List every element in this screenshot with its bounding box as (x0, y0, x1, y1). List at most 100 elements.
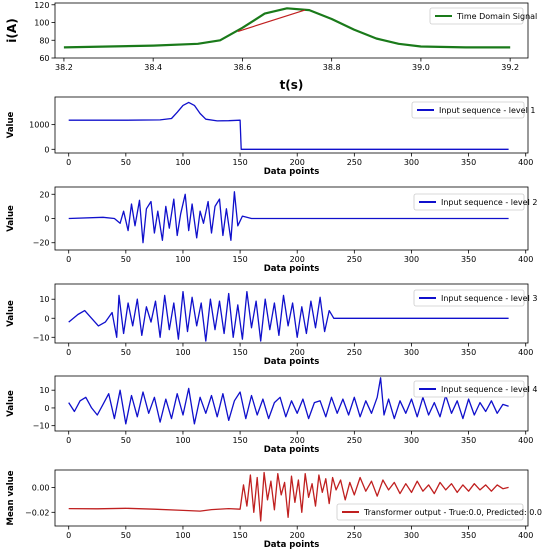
legend-box (413, 289, 525, 307)
x-tick-label: 200 (290, 255, 305, 264)
x-tick-label: 250 (347, 531, 362, 540)
x-tick-label: 300 (404, 531, 419, 540)
x-tick-label: 250 (347, 255, 362, 264)
y-axis-label: Value (6, 205, 16, 232)
y-tick-label: −0.02 (25, 508, 50, 517)
x-tick-label: 200 (290, 531, 305, 540)
chart-panel-1: 38.2 38.4 38.6 38.8 39.0 39.2 60 80 100 120 t(s) i(… (5, 1, 537, 92)
x-tick-label: 38.2 (55, 63, 73, 72)
x-tick-label: 100 (175, 158, 190, 167)
y-tick-label: 80 (39, 36, 49, 45)
x-axis-label: Data points (264, 540, 320, 550)
series-line-1 (68, 101, 509, 150)
x-axis-label: Data points (264, 167, 320, 177)
x-tick-label: 250 (347, 158, 362, 167)
x-tick-label: 100 (175, 348, 190, 357)
x-tick-label: 100 (175, 255, 190, 264)
y-tick-label: −10 (33, 333, 50, 342)
x-tick-label: 150 (232, 348, 247, 357)
series-line-1 (68, 191, 509, 244)
chart-panel-5: 0 50 100 150 200 250 300 350 400 −10 0 10 Data point… (6, 375, 537, 455)
chart-panel-3: 0 50 100 150 200 250 300 350 400 −20 0 20 Data point… (6, 186, 537, 274)
chart-panel-2: 0 50 100 150 200 250 300 350 400 0 1000 Data points… (6, 96, 535, 177)
x-tick-label: 150 (232, 158, 247, 167)
chart-panel-6: 0 50 100 150 200 250 300 350 400 −0.02 0.00 Data po… (6, 469, 542, 550)
chart-panel-4: 0 50 100 150 200 250 300 350 400 −10 0 10 Data point… (6, 283, 537, 367)
x-tick-label: 50 (121, 255, 131, 264)
x-tick-label: 350 (461, 348, 476, 357)
x-tick-label: 150 (232, 531, 247, 540)
legend: Time Domain Signal (429, 7, 537, 25)
x-axis-label: Data points (264, 264, 320, 274)
plot-frame (54, 2, 529, 59)
x-axis-label: t(s) (280, 78, 304, 92)
legend-label: Input sequence - level 2 (441, 198, 537, 207)
y-tick-label: 100 (34, 19, 49, 28)
series-line-1 (63, 7, 511, 49)
legend-label: Input sequence - level 4 (441, 385, 537, 394)
x-tick-label: 200 (290, 348, 305, 357)
legend-label: Transformer output - True:0.0, Predicted… (363, 508, 542, 517)
x-tick-label: 250 (347, 348, 362, 357)
legend-box (429, 7, 524, 25)
overlay-line (237, 9, 306, 32)
x-tick-label: 400 (518, 158, 533, 167)
x-axis-label: Data points (264, 357, 320, 367)
y-tick-label: 0 (44, 314, 49, 323)
x-tick-label: 50 (121, 158, 131, 167)
plot-frame (54, 469, 529, 527)
y-tick-label: 20 (39, 190, 49, 199)
legend: Transformer output - True:0.0, Predicted… (336, 503, 542, 521)
legend-label: Input sequence - level 1 (439, 106, 535, 115)
legend-box (336, 503, 524, 521)
x-tick-label: 300 (404, 158, 419, 167)
legend: Input sequence - level 2 (413, 193, 537, 211)
x-tick-label: 39.0 (412, 63, 430, 72)
x-tick-label: 300 (404, 255, 419, 264)
x-tick-label: 300 (404, 436, 419, 445)
x-tick-label: 350 (461, 436, 476, 445)
x-tick-label: 350 (461, 158, 476, 167)
y-axis-label: Value (6, 111, 16, 138)
y-tick-label: 60 (39, 54, 49, 63)
series-line-1 (68, 290, 509, 342)
x-tick-label: 150 (232, 436, 247, 445)
y-axis-label: Value (6, 300, 16, 327)
y-tick-label: 10 (39, 386, 49, 395)
x-tick-label: 38.4 (144, 63, 162, 72)
x-tick-label: 100 (175, 531, 190, 540)
y-tick-label: 120 (34, 1, 49, 10)
legend-box (413, 193, 525, 211)
legend-label: Input sequence - level 3 (441, 294, 537, 303)
x-tick-label: 0 (66, 255, 71, 264)
y-tick-label: 0 (44, 145, 49, 154)
x-tick-label: 250 (347, 436, 362, 445)
legend: Input sequence - level 3 (413, 289, 537, 307)
x-tick-label: 300 (404, 348, 419, 357)
legend: Input sequence - level 1 (411, 101, 535, 119)
y-tick-label: 10 (39, 295, 49, 304)
y-axis-label: Mean value (6, 470, 16, 525)
legend-box (411, 101, 525, 119)
x-tick-label: 200 (290, 158, 305, 167)
legend-box (413, 380, 525, 398)
x-tick-label: 400 (518, 348, 533, 357)
series-line-1 (68, 377, 509, 425)
y-tick-label: −10 (33, 422, 50, 431)
y-axis-label: i(A) (5, 18, 19, 42)
y-tick-label: 1000 (29, 121, 49, 130)
x-tick-label: 50 (121, 436, 131, 445)
x-tick-label: 38.6 (234, 63, 252, 72)
x-tick-label: 150 (232, 255, 247, 264)
x-tick-label: 350 (461, 531, 476, 540)
legend: Input sequence - level 4 (413, 380, 537, 398)
x-tick-label: 39.2 (501, 63, 519, 72)
x-tick-label: 0 (66, 436, 71, 445)
y-tick-label: 0 (44, 215, 49, 224)
y-tick-label: 0.00 (32, 483, 50, 492)
x-tick-label: 350 (461, 255, 476, 264)
x-tick-label: 50 (121, 531, 131, 540)
x-tick-label: 400 (518, 436, 533, 445)
legend-label: Time Domain Signal (456, 12, 537, 21)
